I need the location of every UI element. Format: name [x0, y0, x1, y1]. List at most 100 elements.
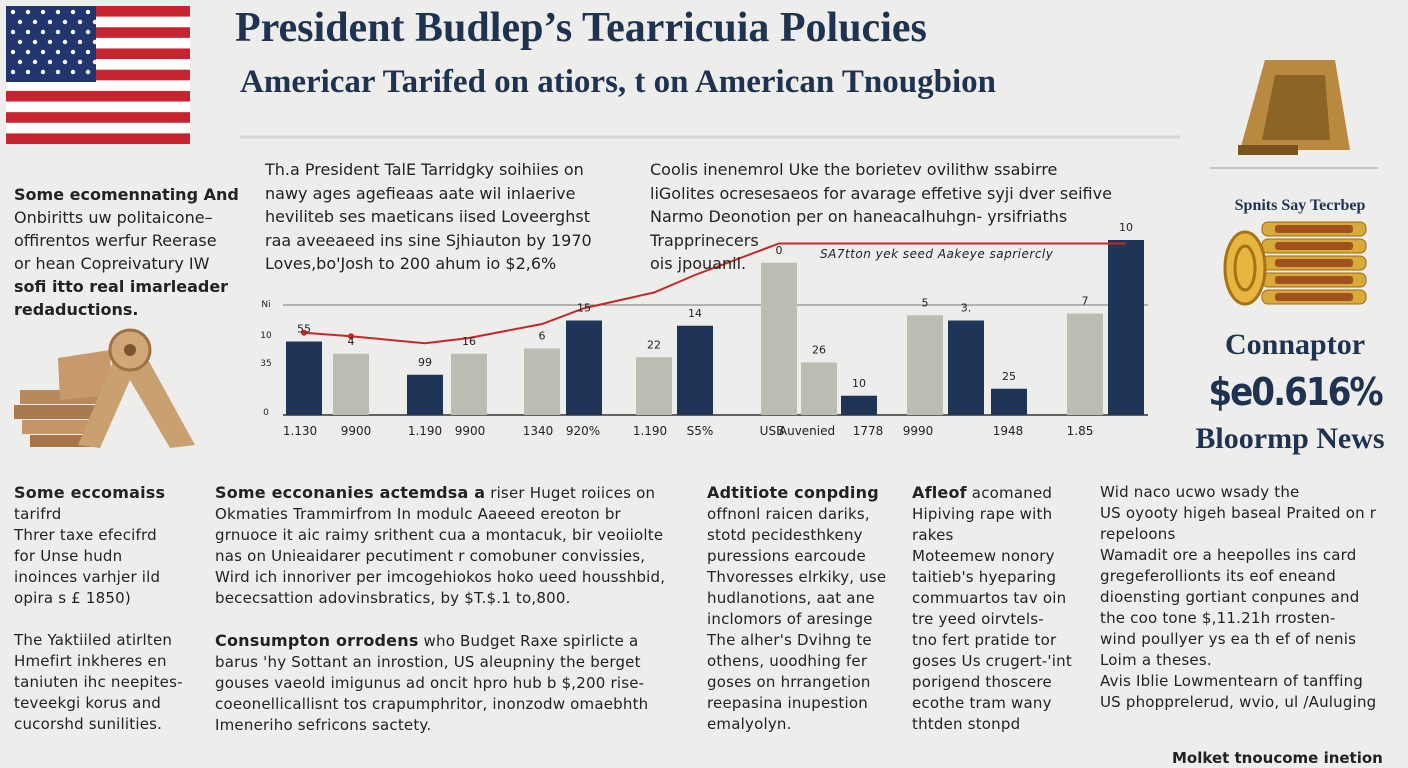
coin-bar-label [1275, 259, 1353, 267]
stripe [6, 90, 190, 102]
star [17, 39, 23, 45]
star [62, 19, 68, 25]
bar-label: 55 [297, 323, 311, 336]
column: Wid naco ucwo wsady the US oyooty higeh b… [1100, 482, 1376, 713]
star [92, 39, 98, 45]
text-line: gregeferollionts its eof eneand [1100, 567, 1336, 585]
text-line: Thvoresses elrkiky, use [707, 568, 887, 586]
bar [991, 388, 1027, 415]
bar [801, 362, 837, 415]
y-label: 35 [260, 359, 271, 369]
trend-line [303, 242, 1126, 345]
text-line: porigend thoscere [912, 673, 1052, 691]
star [25, 29, 31, 35]
trend-point [348, 333, 354, 340]
text-line: cucorshd sunilities. [14, 715, 163, 733]
wood-bundle [14, 328, 195, 448]
text-line: hudlanotions, aat ane [707, 589, 875, 607]
frame-inner [1262, 75, 1330, 140]
text-line: Hipiving rape with [912, 505, 1053, 523]
text-line: The Yaktiiled atirlten [14, 631, 173, 649]
star [70, 69, 76, 75]
star [10, 9, 16, 15]
star [85, 29, 91, 35]
bar [1067, 313, 1103, 415]
x-label: USB [760, 424, 785, 438]
star [55, 69, 61, 75]
heading-line: Some eccomaiss [14, 482, 183, 504]
text-line: commuartos tav oin [912, 589, 1067, 607]
text-line: taniuten ihc neepites- [14, 673, 183, 691]
frame-base [1238, 145, 1298, 155]
block [58, 350, 112, 400]
star [17, 59, 23, 65]
x-label: 1340 [523, 424, 554, 438]
text-line: gouses vaeold imigunus ad oncit hpro hub… [215, 674, 645, 692]
subtitle: Americar Tarifed on atiors, t on America… [240, 64, 996, 100]
star [25, 9, 31, 15]
star [70, 9, 76, 15]
text-line: taitieb's hyeparing [912, 568, 1057, 586]
x-label: 1778 [853, 424, 884, 438]
x-label: 1.190 [633, 424, 667, 438]
text-line: tno fert pratide tor [912, 631, 1057, 649]
stripe [6, 112, 190, 123]
text-line: rakes [912, 526, 954, 544]
star [55, 49, 61, 55]
heading: Adtitiote conpding [707, 483, 879, 502]
text-line: offirentos werfur Reerase [14, 231, 217, 250]
x-label: 920% [566, 424, 600, 438]
column: Afleof acomaned Hipiving rape with rakes Mo… [912, 482, 1072, 735]
stripe [6, 27, 190, 38]
text-line: Coolis inenemrol Uke the borietev ovilit… [650, 160, 1058, 179]
text-line: barus 'hy Sottant an inrostion, US aleup… [215, 653, 641, 671]
star [55, 29, 61, 35]
chart: 55 4 99 16 6 15 22 14 0 26 10 5 3. 25 7 10 1.130 9900 1.19… [260, 221, 1148, 438]
bar-label: 26 [812, 344, 826, 357]
text-line: grnuoce it aic raimy srithent cua a mont… [215, 526, 664, 544]
heading-line: Some ecconanies actemdsa a riser Huget r… [215, 482, 665, 504]
text-line: stotd pecidesthkeny [707, 526, 863, 544]
star [47, 59, 53, 65]
heading-line: Afleof acomaned [912, 482, 1072, 504]
y-label: 10 [260, 331, 272, 341]
a-frame [78, 345, 195, 448]
text-line: Moteemew nonory [912, 547, 1055, 565]
heading-rest: riser Huget roiices on [485, 484, 656, 502]
bar-label: 3. [961, 302, 972, 315]
star [85, 69, 91, 75]
text-line: liGolites ocresesaeos for avarage effeti… [650, 183, 1112, 203]
plank [14, 405, 96, 419]
coin [1223, 230, 1267, 306]
text-line: US phopprelerud, wvio, ul /Auluging [1100, 693, 1377, 711]
star [40, 49, 46, 55]
text-line: Hmefirt inkheres en [14, 652, 167, 670]
panel-source: Bloormp News [1195, 422, 1385, 455]
star [32, 39, 38, 45]
column: Some ecconanies actemdsa a riser Huget r… [215, 482, 665, 736]
heading-line: Adtitiote conpding [707, 482, 886, 504]
coin-bar-label [1275, 276, 1353, 284]
chart-intro-left: Th.a President TalE Tarridgky soihiies o… [265, 158, 592, 276]
bar-label: 10 [1119, 221, 1133, 234]
heading-rest: acomaned [966, 484, 1053, 502]
flag-stripes [6, 6, 190, 144]
coin-bar-label [1275, 293, 1353, 301]
text-line: Wird ich innoriver per imcogehiokos hoko… [215, 568, 666, 586]
bar [333, 353, 369, 415]
text-line: Trapprinecers [650, 230, 759, 250]
text-line: thtden stonpd [912, 715, 1021, 733]
bar [286, 341, 322, 415]
text-line: wind poullyer ys ea th ef of nenis [1100, 630, 1357, 648]
text-line: Loim a theses. [1100, 651, 1212, 669]
bar-label: 99 [418, 356, 432, 369]
text-line: repeloons [1100, 525, 1176, 543]
star [85, 49, 91, 55]
star [85, 9, 91, 15]
bar [451, 353, 487, 415]
text-line: othens, uoodhing fer [707, 652, 868, 670]
stripe [6, 48, 190, 60]
star [92, 59, 98, 65]
text-line: nas on Unieaidarer pecutiment r comobune… [215, 547, 646, 565]
